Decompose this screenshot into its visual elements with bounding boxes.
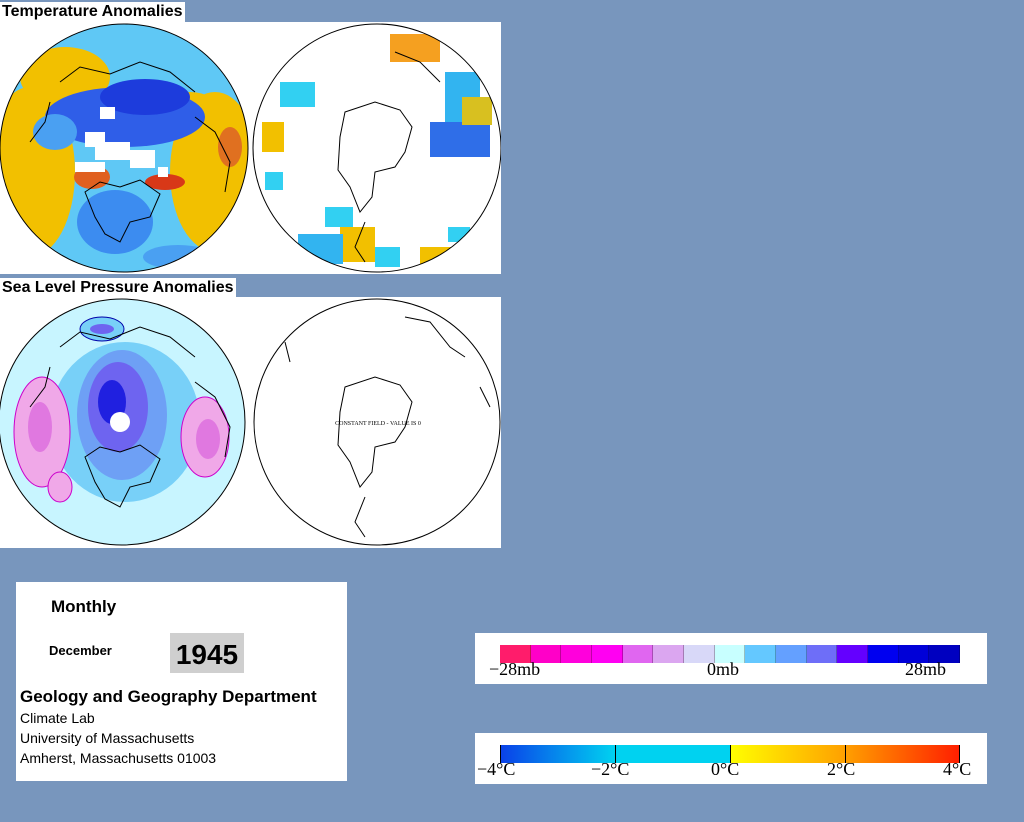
pressure-swatch bbox=[653, 645, 685, 663]
pressure-map-panel: CONSTANT FIELD - VALUE IS 0 bbox=[0, 297, 501, 548]
pressure-swatch bbox=[684, 645, 715, 663]
frequency-label: Monthly bbox=[51, 597, 117, 616]
pressure-mid-label: 0mb bbox=[707, 659, 740, 679]
pressure-swatch bbox=[745, 645, 777, 663]
info-box: Monthly December 1945 Geology and Geogra… bbox=[16, 582, 347, 781]
pressure-color-legend: −28mb 0mb 28mb bbox=[475, 633, 987, 684]
temperature-southern-hemisphere-map bbox=[252, 23, 501, 273]
temperature-color-legend: −4°C −2°C 0°C 2°C 4°C bbox=[475, 733, 987, 784]
pressure-swatch bbox=[530, 645, 562, 663]
tick bbox=[500, 745, 501, 763]
address: Amherst, Massachusetts 01003 bbox=[20, 750, 217, 766]
pressure-swatch bbox=[622, 645, 654, 663]
temperature-plus2-label: 2°C bbox=[827, 759, 856, 779]
temperature-minus2-label: −2°C bbox=[591, 759, 630, 779]
pressure-swatch bbox=[500, 645, 531, 663]
university-name: University of Massachusetts bbox=[20, 730, 195, 746]
pressure-min-label: −28mb bbox=[489, 659, 541, 679]
pressure-swatch bbox=[837, 645, 869, 663]
temperature-max-label: 4°C bbox=[943, 759, 972, 779]
tick bbox=[615, 745, 616, 763]
pressure-swatch bbox=[868, 645, 899, 663]
pressure-southern-hemisphere-map: CONSTANT FIELD - VALUE IS 0 bbox=[253, 298, 501, 546]
pressure-title: Sea Level Pressure Anomalies bbox=[0, 278, 236, 298]
temperature-title: Temperature Anomalies bbox=[0, 2, 185, 22]
pressure-northern-hemisphere-map bbox=[0, 298, 246, 546]
pressure-swatch bbox=[806, 645, 838, 663]
pressure-swatch bbox=[561, 645, 593, 663]
pressure-swatch bbox=[592, 645, 623, 663]
department-name: Geology and Geography Department bbox=[20, 687, 317, 706]
tick bbox=[845, 745, 846, 763]
pressure-swatch bbox=[776, 645, 807, 663]
pressure-swatch bbox=[929, 645, 961, 663]
tick bbox=[730, 745, 731, 763]
month-label: December bbox=[49, 643, 112, 658]
lab-name: Climate Lab bbox=[20, 710, 95, 726]
temperature-tick-marks bbox=[500, 745, 960, 763]
pressure-max-label: 28mb bbox=[905, 659, 947, 679]
tick bbox=[959, 745, 960, 763]
year-display: 1945 bbox=[170, 633, 244, 673]
temperature-zero-label: 0°C bbox=[711, 759, 740, 779]
temperature-min-label: −4°C bbox=[477, 759, 516, 779]
temperature-map-panel bbox=[0, 22, 501, 274]
pressure-swatch bbox=[714, 645, 746, 663]
temperature-northern-hemisphere-map bbox=[0, 23, 249, 273]
pressure-color-bar bbox=[500, 645, 961, 663]
pressure-swatch bbox=[898, 645, 930, 663]
constant-field-note: CONSTANT FIELD - VALUE IS 0 bbox=[335, 421, 421, 427]
